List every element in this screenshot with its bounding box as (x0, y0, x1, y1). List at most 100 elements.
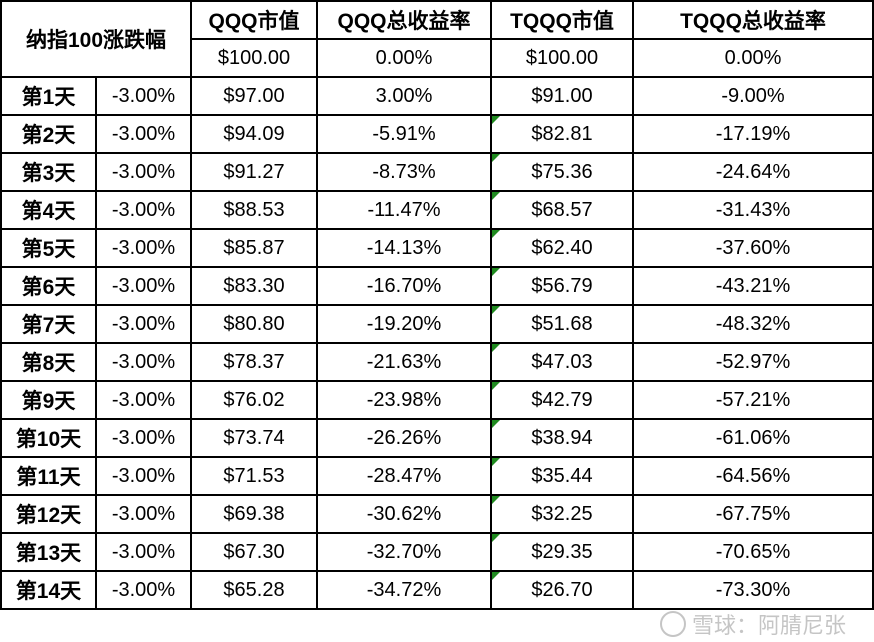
tqqq-return-cell: -31.43% (632, 190, 874, 230)
tqqq-return-cell: -64.56% (632, 456, 874, 496)
qqq-value-cell: $76.02 (190, 380, 318, 420)
qqq-return-cell: -30.62% (316, 494, 492, 534)
qqq-value-cell: $91.27 (190, 152, 318, 192)
day-label: 第10天 (0, 418, 97, 458)
data-table: 纳指100涨跌幅 QQQ市值 QQQ总收益率 TQQQ市值 TQQQ总收益率 $… (0, 0, 874, 610)
change-cell: -3.00% (95, 190, 192, 230)
tqqq-return-cell: -57.21% (632, 380, 874, 420)
qqq-return-cell: -34.72% (316, 570, 492, 610)
table-row: 第10天 -3.00% $73.74 -26.26% $38.94 -61.06% (0, 418, 874, 458)
qqq-return-cell: -8.73% (316, 152, 492, 192)
tqqq-return-cell: -17.19% (632, 114, 874, 154)
qqq-return-cell: -21.63% (316, 342, 492, 382)
day-label: 第3天 (0, 152, 97, 192)
table-row: 第13天 -3.00% $67.30 -32.70% $29.35 -70.65% (0, 532, 874, 572)
corner-header: 纳指100涨跌幅 (0, 0, 192, 78)
watermark: 雪球：阿腈尼张 (659, 608, 846, 640)
change-cell: -3.00% (95, 76, 192, 116)
initial-tqqq-return: 0.00% (632, 38, 874, 78)
qqq-return-cell: -5.91% (316, 114, 492, 154)
day-label: 第12天 (0, 494, 97, 534)
qqq-return-cell: -11.47% (316, 190, 492, 230)
tqqq-return-cell: -48.32% (632, 304, 874, 344)
tqqq-value-cell: $82.81 (490, 114, 634, 154)
tqqq-return-cell: -67.75% (632, 494, 874, 534)
tqqq-return-cell: -9.00% (632, 76, 874, 116)
initial-qqq-return: 0.00% (316, 38, 492, 78)
initial-tqqq-value: $100.00 (490, 38, 634, 78)
day-label: 第9天 (0, 380, 97, 420)
table-row: 第5天 -3.00% $85.87 -14.13% $62.40 -37.60% (0, 228, 874, 268)
tqqq-value-cell: $91.00 (490, 76, 634, 116)
tqqq-return-cell: -24.64% (632, 152, 874, 192)
day-label: 第1天 (0, 76, 97, 116)
change-cell: -3.00% (95, 342, 192, 382)
change-cell: -3.00% (95, 456, 192, 496)
change-cell: -3.00% (95, 228, 192, 268)
snowball-logo-icon (659, 611, 686, 637)
day-label: 第7天 (0, 304, 97, 344)
day-label: 第2天 (0, 114, 97, 154)
tqqq-value-cell: $42.79 (490, 380, 634, 420)
tqqq-value-cell: $32.25 (490, 494, 634, 534)
qqq-return-cell: -16.70% (316, 266, 492, 306)
qqq-value-cell: $67.30 (190, 532, 318, 572)
table-row: 第7天 -3.00% $80.80 -19.20% $51.68 -48.32% (0, 304, 874, 344)
qqq-return-cell: -19.20% (316, 304, 492, 344)
tqqq-return-cell: -61.06% (632, 418, 874, 458)
qqq-value-cell: $97.00 (190, 76, 318, 116)
day-label: 第6天 (0, 266, 97, 306)
qqq-return-cell: -32.70% (316, 532, 492, 572)
qqq-return-header: QQQ总收益率 (316, 0, 492, 40)
table-row: 第12天 -3.00% $69.38 -30.62% $32.25 -67.75% (0, 494, 874, 534)
qqq-return-cell: -14.13% (316, 228, 492, 268)
change-cell: -3.00% (95, 532, 192, 572)
header-row: 纳指100涨跌幅 QQQ市值 QQQ总收益率 TQQQ市值 TQQQ总收益率 (0, 0, 874, 78)
tqqq-value-cell: $51.68 (490, 304, 634, 344)
change-cell: -3.00% (95, 114, 192, 154)
table-row: 第8天 -3.00% $78.37 -21.63% $47.03 -52.97% (0, 342, 874, 382)
tqqq-value-cell: $38.94 (490, 418, 634, 458)
change-cell: -3.00% (95, 380, 192, 420)
tqqq-return-cell: -73.30% (632, 570, 874, 610)
change-cell: -3.00% (95, 266, 192, 306)
table-row: 第4天 -3.00% $88.53 -11.47% $68.57 -31.43% (0, 190, 874, 230)
qqq-value-cell: $83.30 (190, 266, 318, 306)
tqqq-value-cell: $68.57 (490, 190, 634, 230)
initial-qqq-value: $100.00 (190, 38, 318, 78)
tqqq-value-cell: $35.44 (490, 456, 634, 496)
day-label: 第5天 (0, 228, 97, 268)
qqq-value-cell: $78.37 (190, 342, 318, 382)
change-cell: -3.00% (95, 570, 192, 610)
change-cell: -3.00% (95, 152, 192, 192)
qqq-value-cell: $69.38 (190, 494, 318, 534)
initial-row: $100.00 0.00% $100.00 0.00% (1, 38, 874, 78)
change-cell: -3.00% (95, 418, 192, 458)
table-row: 第2天 -3.00% $94.09 -5.91% $82.81 -17.19% (0, 114, 874, 154)
tqqq-value-cell: $26.70 (490, 570, 634, 610)
table-row: 第3天 -3.00% $91.27 -8.73% $75.36 -24.64% (0, 152, 874, 192)
tqqq-value-cell: $75.36 (490, 152, 634, 192)
day-label: 第13天 (0, 532, 97, 572)
day-label: 第11天 (0, 456, 97, 496)
day-label: 第4天 (0, 190, 97, 230)
tqqq-return-cell: -70.65% (632, 532, 874, 572)
qqq-return-cell: 3.00% (316, 76, 492, 116)
qqq-value-cell: $71.53 (190, 456, 318, 496)
table-row: 第9天 -3.00% $76.02 -23.98% $42.79 -57.21% (0, 380, 874, 420)
tqqq-value-cell: $56.79 (490, 266, 634, 306)
qqq-value-cell: $94.09 (190, 114, 318, 154)
qqq-return-cell: -26.26% (316, 418, 492, 458)
qqq-return-cell: -23.98% (316, 380, 492, 420)
qqq-return-cell: -28.47% (316, 456, 492, 496)
change-cell: -3.00% (95, 304, 192, 344)
qqq-value-cell: $88.53 (190, 190, 318, 230)
table-row: 第6天 -3.00% $83.30 -16.70% $56.79 -43.21% (0, 266, 874, 306)
qqq-value-cell: $85.87 (190, 228, 318, 268)
tqqq-return-header: TQQQ总收益率 (632, 0, 874, 40)
table-row: 第11天 -3.00% $71.53 -28.47% $35.44 -64.56% (0, 456, 874, 496)
table-row: 第14天 -3.00% $65.28 -34.72% $26.70 -73.30% (0, 570, 874, 610)
tqqq-value-header: TQQQ市值 (490, 0, 634, 40)
tqqq-return-cell: -52.97% (632, 342, 874, 382)
day-label: 第8天 (0, 342, 97, 382)
